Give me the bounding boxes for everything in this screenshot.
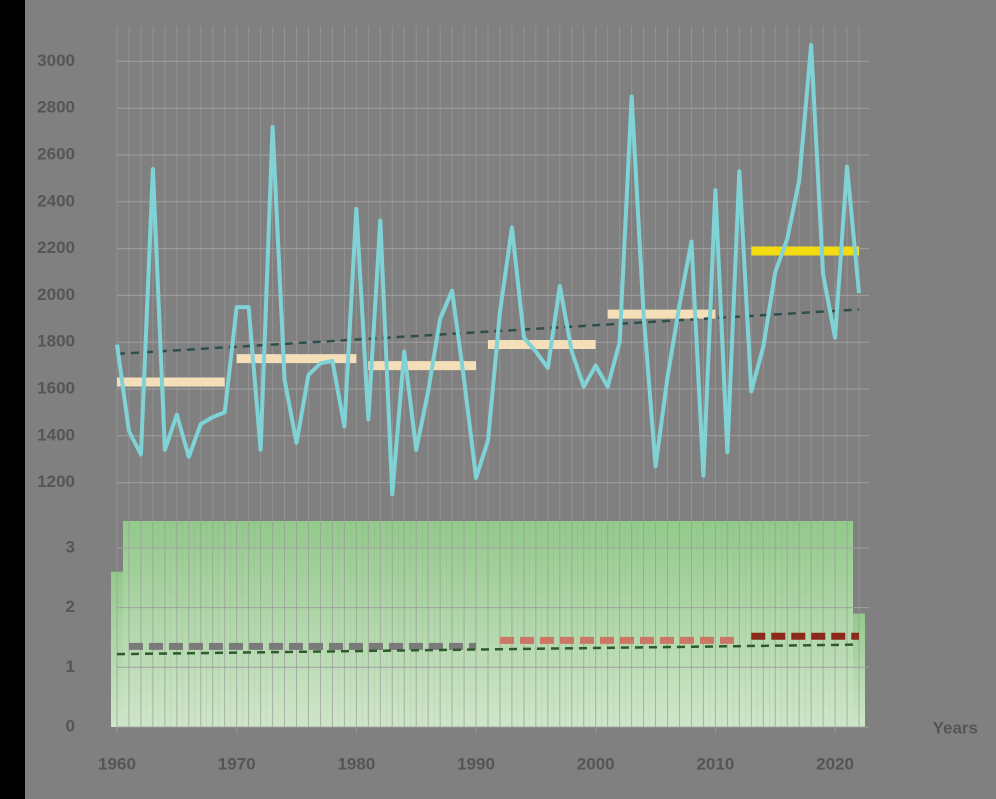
y-tick-label: 2000 <box>37 285 75 304</box>
x-tick-label: 1970 <box>218 754 256 773</box>
y-tick-label: 3000 <box>37 51 75 70</box>
x-tick-label: 2020 <box>816 754 854 773</box>
x-tick-label: 2000 <box>577 754 615 773</box>
y-tick-label: 2 <box>66 597 75 616</box>
y-tick-label: 0 <box>66 716 75 735</box>
y-tick-label: 1200 <box>37 472 75 491</box>
y-tick-label: 1600 <box>37 378 75 397</box>
y-tick-label: 2600 <box>37 144 75 163</box>
x-axis-label: Years <box>933 718 978 737</box>
y-tick-label: 2200 <box>37 238 75 257</box>
x-tick-label: 1990 <box>457 754 495 773</box>
data-line <box>115 43 861 497</box>
y-tick-label: 1 <box>66 657 75 676</box>
y-tick-label: 2800 <box>37 98 75 117</box>
x-tick-label: 1960 <box>98 754 136 773</box>
trend-line <box>116 308 860 356</box>
x-tick-label: 2010 <box>696 754 734 773</box>
y-tick-label: 1400 <box>37 425 75 444</box>
x-tick-label: 1980 <box>337 754 375 773</box>
y-tick-label: 2400 <box>37 191 75 210</box>
y-tick-label: 1800 <box>37 332 75 351</box>
y-tick-label: 3 <box>66 537 75 556</box>
trend-line <box>116 643 860 656</box>
